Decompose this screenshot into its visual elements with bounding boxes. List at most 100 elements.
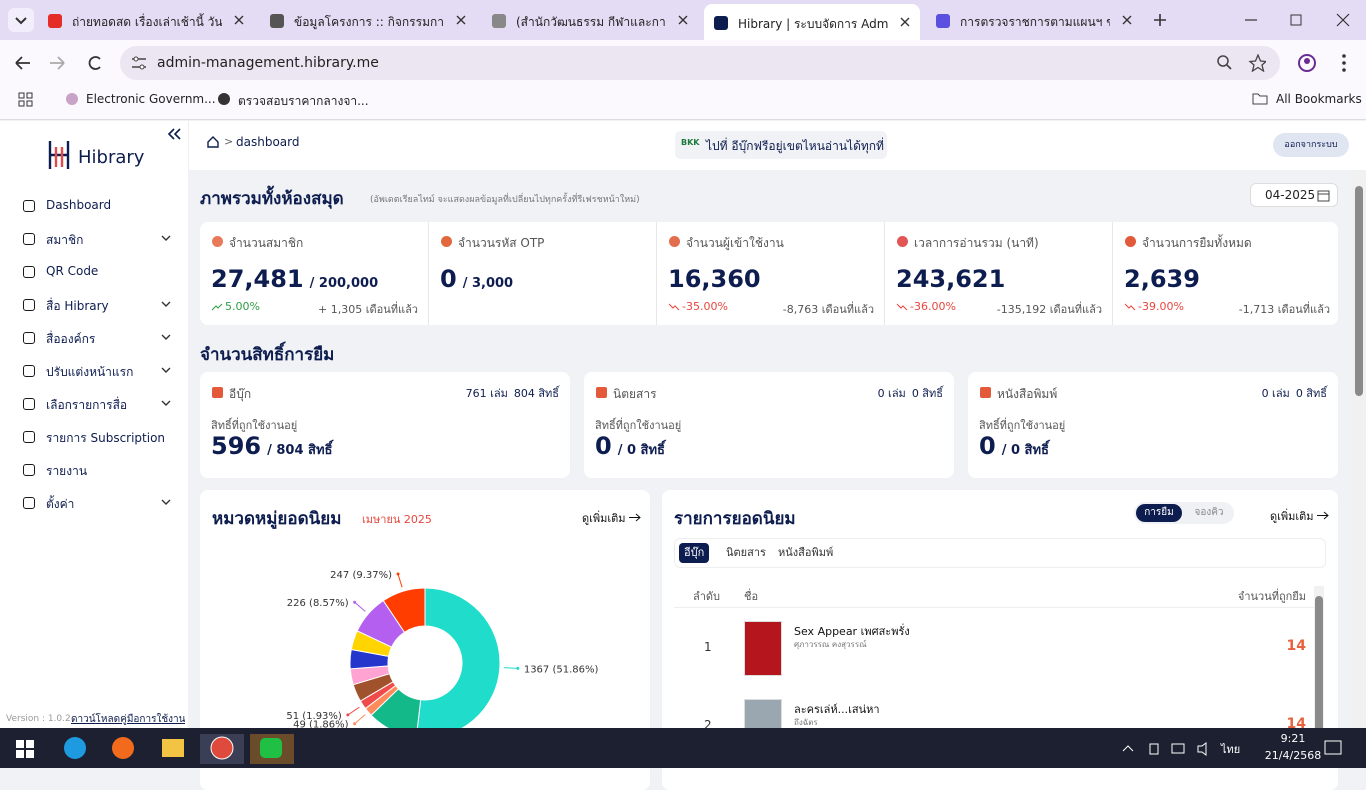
clock-time[interactable]: 9:21 [1280, 732, 1306, 745]
license-name: นิตยสาร [613, 387, 657, 401]
period-picker[interactable]: 04-2025 [1250, 183, 1338, 207]
tab-close[interactable] [900, 17, 910, 27]
license-card: หนังสือพิมพ์ 0 เล่ม 0 สิทธิ์ สิทธิ์ที่ถูกใช… [968, 372, 1338, 478]
stat-previous: -1,713 เดือนที่แล้ว [1238, 303, 1330, 316]
explorer-icon[interactable] [162, 739, 184, 757]
tab[interactable]: Hibrary | ระบบจัดการ Administ [704, 4, 920, 40]
back[interactable] [15, 56, 30, 70]
type-tab[interactable]: นิตยสาร [726, 546, 766, 559]
icon [66, 93, 78, 105]
close[interactable] [1336, 13, 1350, 27]
menu-item[interactable]: เลือกรายการสื่อ [0, 389, 188, 419]
tab-close[interactable] [456, 15, 466, 25]
icon [23, 233, 35, 245]
menu-label: Dashboard [46, 198, 112, 212]
menu-item[interactable]: รายงาน [0, 455, 188, 485]
table-scrollbar[interactable] [1314, 586, 1324, 736]
header: > dashboard BKK ไปที่ อีบุ๊กฟรีอยู่เขตไห… [188, 121, 1366, 170]
type-tab[interactable]: อีบุ๊ก [679, 543, 710, 563]
tab[interactable]: (สำนักวัฒนธรรม กีฬาและการท่อง [482, 8, 698, 32]
clock-date[interactable]: 21/4/2568 [1264, 749, 1322, 762]
scroll-thumb[interactable] [1355, 186, 1363, 396]
menu-item[interactable]: ตั้งค่า [0, 488, 188, 518]
tab-close[interactable] [678, 15, 688, 25]
license-card: นิตยสาร 0 เล่ม 0 สิทธิ์ สิทธิ์ที่ถูกใช้งานอ… [584, 372, 954, 478]
menu-item[interactable]: ปรับแต่งหน้าแรก [0, 356, 188, 386]
banner[interactable]: BKK ไปที่ อีบุ๊กฟรีอยู่เขตไหนอ่านได้ทุกท… [675, 131, 887, 159]
icon [714, 16, 728, 30]
new-tab[interactable] [1154, 14, 1166, 26]
license-used: 596 [211, 432, 262, 460]
stat-previous: + 1,305 เดือนที่แล้ว [318, 303, 418, 316]
menu-label: ตั้งค่า [46, 497, 75, 511]
stat-value: 27,481 [211, 265, 304, 293]
categories-more[interactable]: ดูเพิ่มเติม [582, 509, 641, 527]
edge-icon[interactable] [64, 737, 86, 759]
menu-item[interactable]: สื่อ Hibrary [0, 290, 188, 320]
forward[interactable] [50, 56, 65, 70]
maximize[interactable] [1290, 14, 1302, 26]
all-bookmarks[interactable]: All Bookmarks [1252, 92, 1362, 106]
toggle: การยืม จองคิว [1134, 502, 1234, 524]
firefox-icon[interactable] [112, 737, 134, 759]
stat-total: / 3,000 [462, 276, 514, 291]
icon [23, 497, 35, 509]
arrow-icon [1317, 511, 1329, 520]
menu-item[interactable]: สมาชิก [0, 224, 188, 254]
notifications[interactable] [1324, 740, 1346, 758]
tab[interactable]: ข้อมูลโครงการ :: กิจกรรมการปรับ [260, 8, 476, 32]
tab-close[interactable] [1122, 15, 1132, 25]
language[interactable]: ไทย [1221, 743, 1241, 756]
stat-previous: -8,763 เดือนที่แล้ว [782, 303, 874, 316]
tab-search[interactable] [8, 8, 34, 32]
stat-value: 0 [440, 265, 457, 293]
line-icon[interactable] [260, 738, 282, 758]
rank: 1 [704, 640, 712, 654]
tab[interactable]: การตรวจราชการตามแผนฯ ของ [926, 8, 1142, 32]
menu-item[interactable]: QR Code [0, 257, 188, 287]
overview-title: ภาพรวมทั้งห้องสมุด [200, 189, 344, 209]
menu-item[interactable]: สื่อองค์กร [0, 323, 188, 353]
calendar-icon [1317, 190, 1330, 202]
menu-label: รายการ Subscription [46, 431, 166, 445]
toggle-option[interactable]: จองคิว [1194, 507, 1224, 518]
top-items-more[interactable]: ดูเพิ่มเติม [1270, 507, 1329, 525]
license-rights: 0 สิทธิ์ [911, 387, 943, 400]
home-icon[interactable] [206, 135, 220, 149]
tab-title: ถ่ายทอดสด เรื่องเล่าเช้านี้ วันที่ 21 [72, 15, 222, 29]
stat-value-line: 27,481 / 200,000 [211, 265, 378, 293]
omnibox[interactable]: admin-management.hibrary.me [120, 46, 1280, 80]
icon [212, 236, 223, 247]
collapse-button[interactable] [166, 127, 184, 141]
table-row[interactable]: 1 Sex Appear เพศสะพรั่ง ศุภาวรรณ คงสุวรรณ์… [674, 610, 1314, 688]
type-tab[interactable]: หนังสือพิมพ์ [778, 546, 834, 559]
menu-item[interactable]: Dashboard [0, 191, 188, 221]
tab[interactable]: ถ่ายทอดสด เรื่องเล่าเช้านี้ วันที่ 21 [38, 8, 254, 32]
toggle-option[interactable]: การยืม [1136, 504, 1182, 522]
table-scroll-thumb[interactable] [1315, 596, 1323, 736]
chrome-icon[interactable] [210, 736, 234, 760]
manual-link[interactable]: ดาวน์โหลดคู่มือการใช้งาน [71, 714, 186, 725]
sidebar: Hibrary Dashboard สมาชิก QR Code สื่อ Hibra… [0, 121, 188, 728]
column-header: จำนวนที่ถูกยืม [1237, 590, 1306, 603]
breadcrumb[interactable]: dashboard [236, 135, 300, 149]
overview-card: จำนวนสมาชิก 27,481 / 200,000 5.00% + 1,305 เ… [200, 222, 1338, 325]
submenu-chevron [161, 301, 171, 307]
reload[interactable] [88, 56, 101, 70]
donut-label: 49 (1.86%) [293, 720, 349, 731]
apps-icon[interactable] [18, 92, 34, 108]
taskbar: ไทย 9:21 21/4/2568 [0, 728, 1366, 768]
label-dot [346, 713, 350, 717]
scrollbar[interactable] [1352, 170, 1366, 728]
icon [23, 299, 35, 311]
icon [212, 387, 223, 398]
logout-button[interactable]: ออกจากระบบ [1273, 133, 1349, 157]
stat-total: / 200,000 [309, 276, 379, 291]
license-total: / 0 สิทธิ์ [617, 443, 665, 458]
menu-item[interactable]: รายการ Subscription [0, 422, 188, 452]
profile-menu[interactable] [1296, 52, 1356, 74]
logo-text: Hibrary [78, 147, 145, 168]
tab-title: ข้อมูลโครงการ :: กิจกรรมการปรับ [294, 15, 444, 29]
tab-close[interactable] [234, 15, 244, 25]
start-button[interactable] [16, 740, 34, 758]
